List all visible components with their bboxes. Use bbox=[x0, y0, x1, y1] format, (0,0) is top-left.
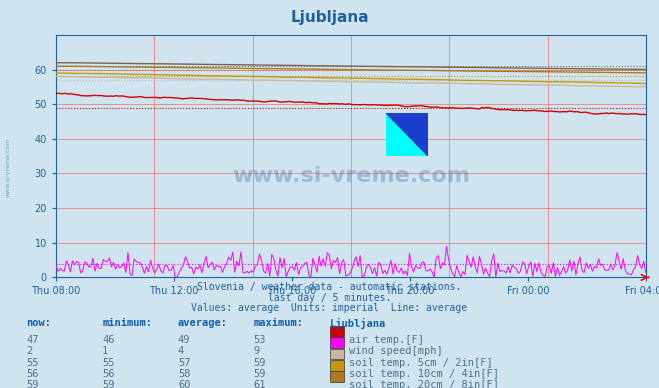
Bar bbox=[330, 337, 344, 348]
Text: 46: 46 bbox=[102, 335, 115, 345]
Text: maximum:: maximum: bbox=[254, 319, 304, 328]
Text: Ljubljana: Ljubljana bbox=[330, 319, 386, 329]
Text: soil temp. 5cm / 2in[F]: soil temp. 5cm / 2in[F] bbox=[349, 358, 493, 368]
Text: 4: 4 bbox=[178, 346, 184, 357]
Text: Values: average  Units: imperial  Line: average: Values: average Units: imperial Line: av… bbox=[191, 303, 468, 314]
Text: Slovenia / weather data - automatic stations.: Slovenia / weather data - automatic stat… bbox=[197, 282, 462, 293]
Polygon shape bbox=[386, 113, 428, 156]
Polygon shape bbox=[386, 113, 428, 156]
Text: 1: 1 bbox=[102, 346, 108, 357]
Bar bbox=[330, 360, 344, 371]
Text: 55: 55 bbox=[102, 358, 115, 368]
Text: soil temp. 20cm / 8in[F]: soil temp. 20cm / 8in[F] bbox=[349, 380, 500, 388]
Text: 57: 57 bbox=[178, 358, 190, 368]
Text: 49: 49 bbox=[178, 335, 190, 345]
Text: last day / 5 minutes.: last day / 5 minutes. bbox=[268, 293, 391, 303]
Text: 58: 58 bbox=[178, 369, 190, 379]
Text: average:: average: bbox=[178, 319, 228, 328]
Text: 2: 2 bbox=[26, 346, 32, 357]
Text: 56: 56 bbox=[102, 369, 115, 379]
Text: 59: 59 bbox=[26, 380, 39, 388]
Text: 61: 61 bbox=[254, 380, 266, 388]
Text: 56: 56 bbox=[26, 369, 39, 379]
Text: www.si-vreme.com: www.si-vreme.com bbox=[232, 166, 470, 185]
Text: wind speed[mph]: wind speed[mph] bbox=[349, 346, 443, 357]
Text: 59: 59 bbox=[254, 369, 266, 379]
Text: 47: 47 bbox=[26, 335, 39, 345]
Polygon shape bbox=[386, 113, 428, 156]
Text: 59: 59 bbox=[254, 358, 266, 368]
Text: 9: 9 bbox=[254, 346, 260, 357]
Bar bbox=[330, 326, 344, 336]
Text: soil temp. 10cm / 4in[F]: soil temp. 10cm / 4in[F] bbox=[349, 369, 500, 379]
Text: minimum:: minimum: bbox=[102, 319, 152, 328]
Text: 53: 53 bbox=[254, 335, 266, 345]
Text: now:: now: bbox=[26, 319, 51, 328]
Bar bbox=[330, 371, 344, 382]
Text: 60: 60 bbox=[178, 380, 190, 388]
Text: 55: 55 bbox=[26, 358, 39, 368]
Text: www.si-vreme.com: www.si-vreme.com bbox=[5, 137, 11, 197]
Text: 59: 59 bbox=[102, 380, 115, 388]
Text: Ljubljana: Ljubljana bbox=[290, 10, 369, 25]
Text: air temp.[F]: air temp.[F] bbox=[349, 335, 424, 345]
Bar bbox=[330, 349, 344, 359]
